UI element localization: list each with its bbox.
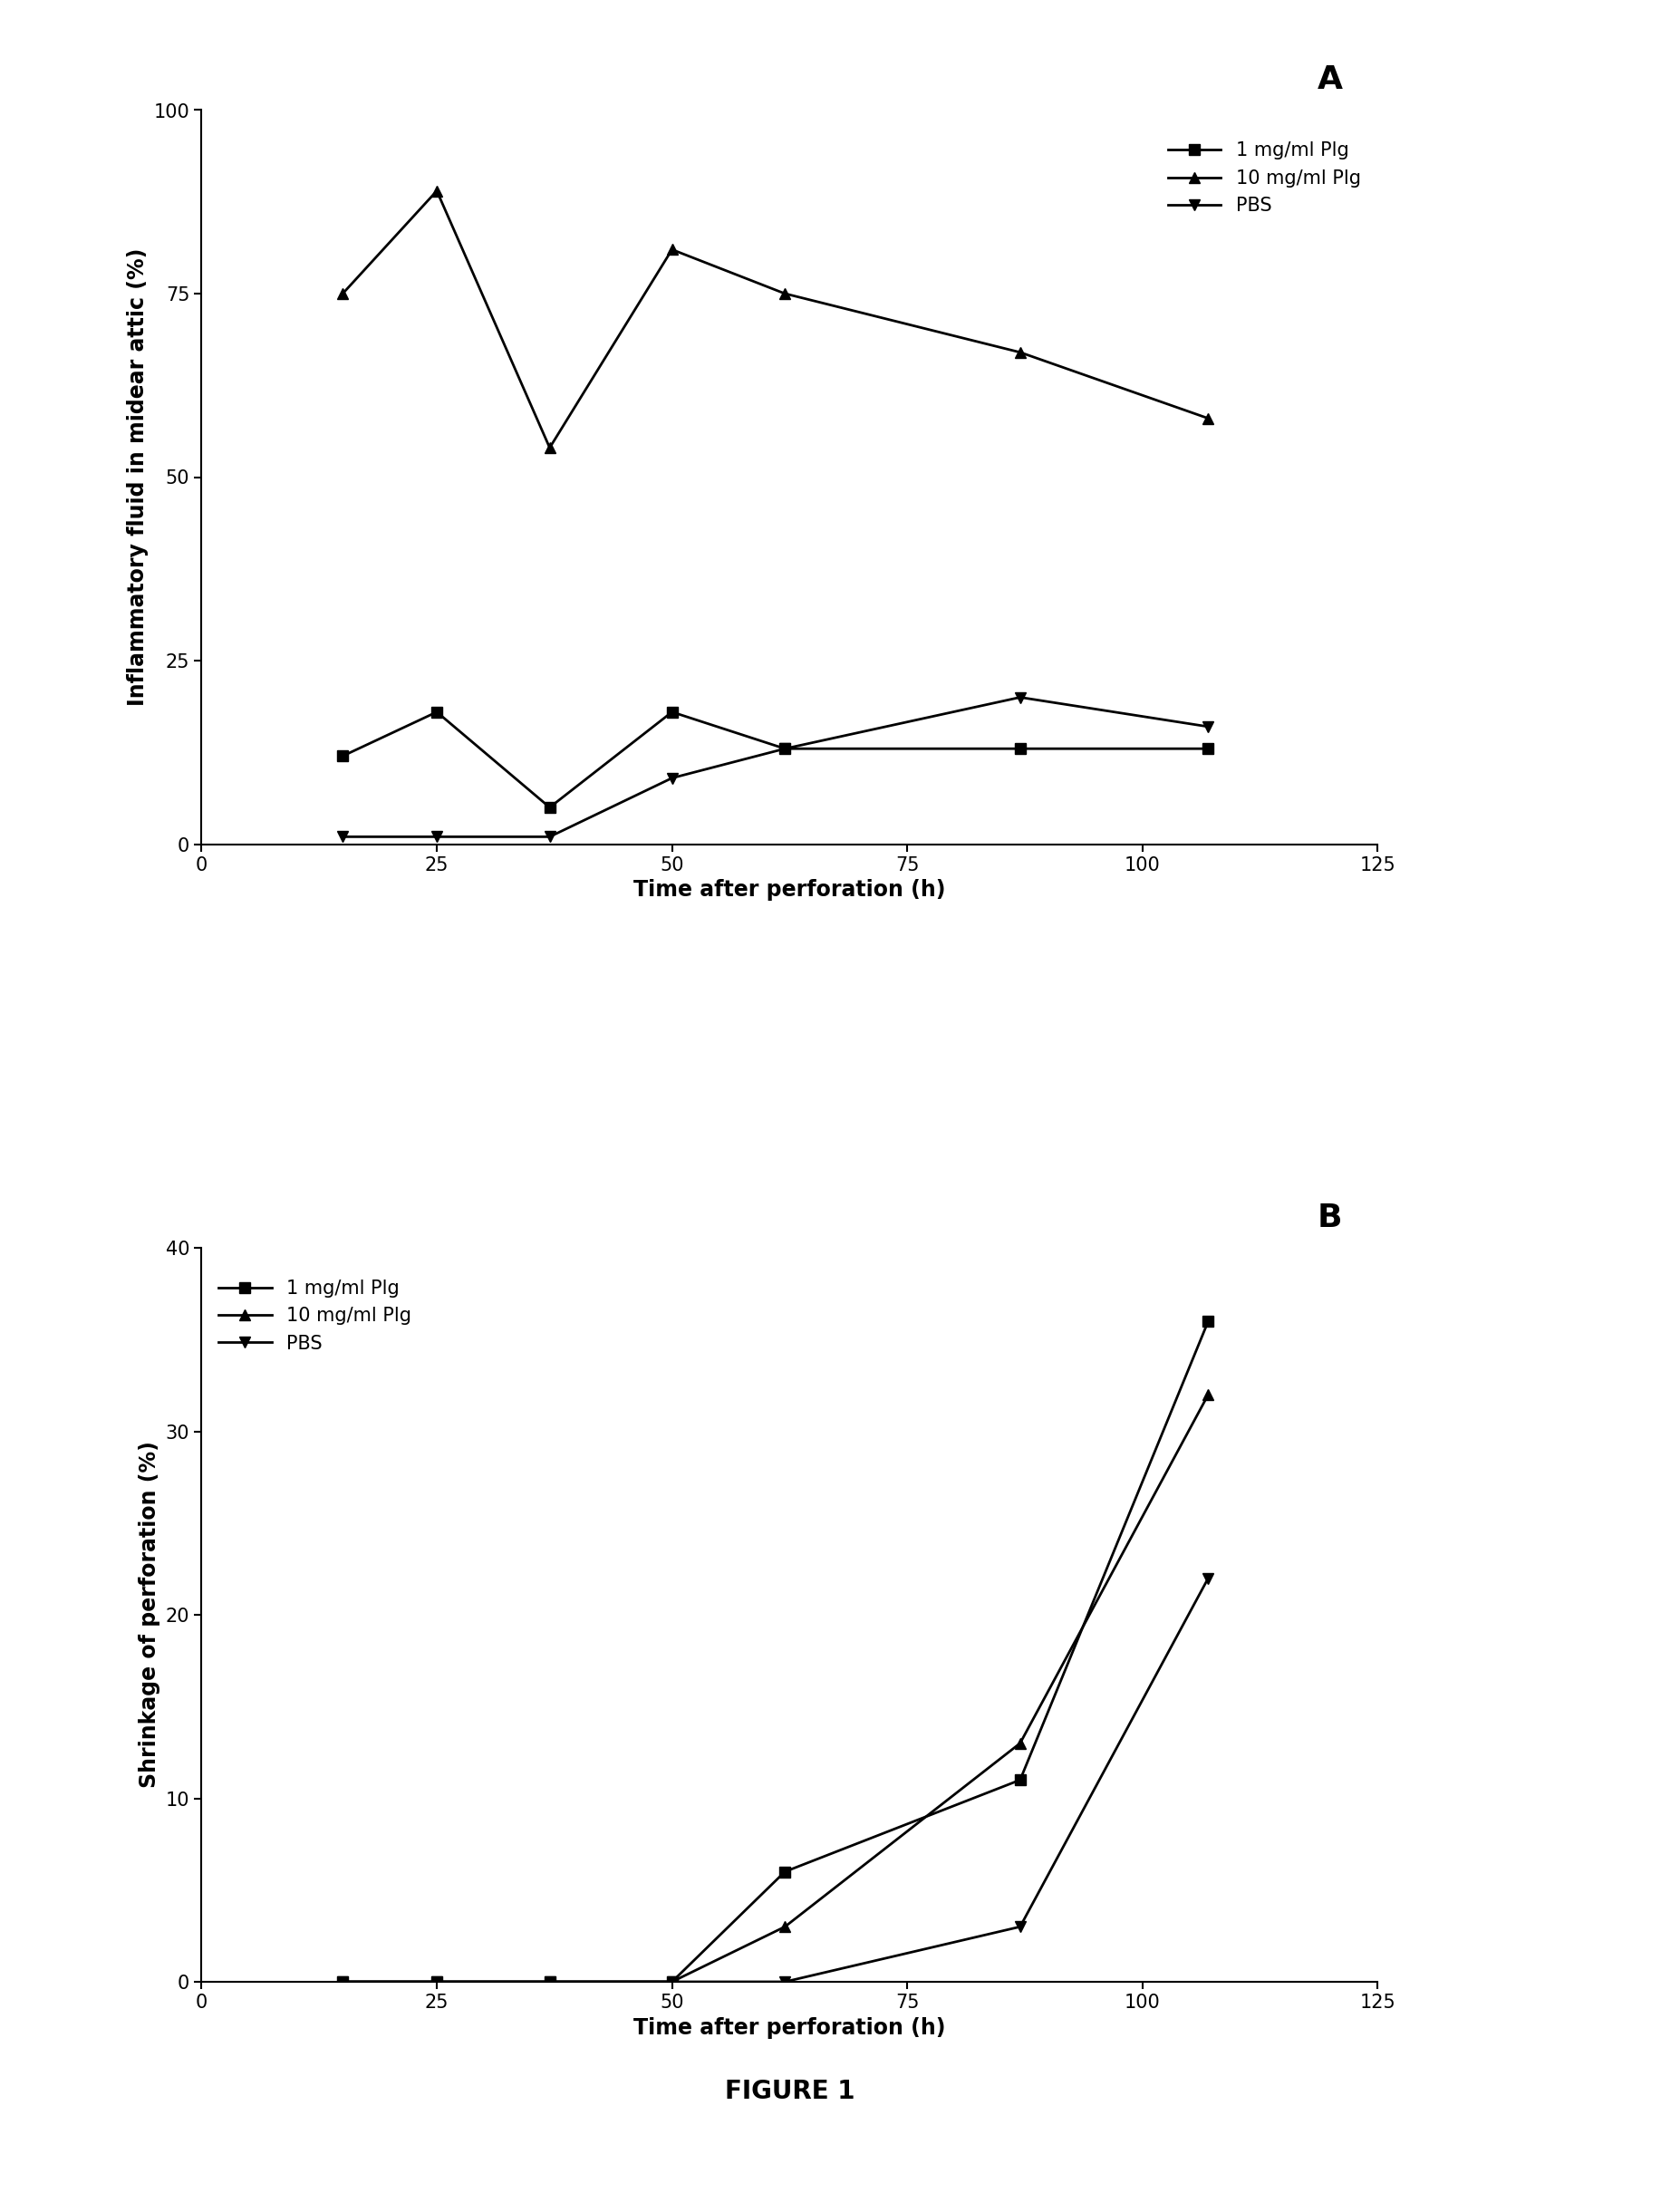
10 mg/ml Plg	[427, 1969, 447, 1995]
1 mg/ml Plg	[539, 795, 559, 821]
PBS	[539, 1969, 559, 1995]
10 mg/ml Plg	[333, 280, 353, 306]
PBS	[774, 1969, 795, 1995]
X-axis label: Time after perforation (h): Time after perforation (h)	[633, 2017, 946, 2039]
1 mg/ml Plg	[1198, 735, 1218, 762]
X-axis label: Time after perforation (h): Time after perforation (h)	[633, 879, 946, 901]
1 mg/ml Plg	[539, 1969, 559, 1995]
1 mg/ml Plg	[1010, 1766, 1030, 1792]
PBS	[1198, 713, 1218, 740]
1 mg/ml Plg	[662, 698, 682, 724]
1 mg/ml Plg	[662, 1969, 682, 1995]
Legend: 1 mg/ml Plg, 10 mg/ml Plg, PBS: 1 mg/ml Plg, 10 mg/ml Plg, PBS	[212, 1273, 418, 1361]
10 mg/ml Plg	[1198, 405, 1218, 432]
Line: PBS: PBS	[338, 691, 1215, 843]
Line: 10 mg/ml Plg: 10 mg/ml Plg	[338, 185, 1215, 454]
PBS	[333, 824, 353, 850]
10 mg/ml Plg	[662, 236, 682, 262]
1 mg/ml Plg	[774, 735, 795, 762]
PBS	[662, 1969, 682, 1995]
Line: 1 mg/ml Plg: 1 mg/ml Plg	[338, 707, 1215, 813]
1 mg/ml Plg	[333, 742, 353, 768]
10 mg/ml Plg	[662, 1969, 682, 1995]
Line: PBS: PBS	[338, 1572, 1215, 1988]
PBS	[1198, 1566, 1218, 1592]
Y-axis label: Inflammatory fluid in midear attic (%): Inflammatory fluid in midear attic (%)	[128, 249, 148, 707]
PBS	[333, 1969, 353, 1995]
Text: FIGURE 1: FIGURE 1	[724, 2079, 855, 2105]
PBS	[427, 824, 447, 850]
PBS	[539, 824, 559, 850]
10 mg/ml Plg	[1198, 1381, 1218, 1407]
Line: 10 mg/ml Plg: 10 mg/ml Plg	[338, 1389, 1215, 1988]
PBS	[427, 1969, 447, 1995]
1 mg/ml Plg	[333, 1969, 353, 1995]
PBS	[774, 735, 795, 762]
10 mg/ml Plg	[539, 1969, 559, 1995]
10 mg/ml Plg	[539, 434, 559, 460]
1 mg/ml Plg	[427, 698, 447, 724]
PBS	[662, 764, 682, 791]
Y-axis label: Shrinkage of perforation (%): Shrinkage of perforation (%)	[139, 1442, 161, 1788]
1 mg/ml Plg	[427, 1969, 447, 1995]
1 mg/ml Plg	[1198, 1308, 1218, 1334]
PBS	[1010, 1914, 1030, 1940]
PBS	[1010, 685, 1030, 711]
Legend: 1 mg/ml Plg, 10 mg/ml Plg, PBS: 1 mg/ml Plg, 10 mg/ml Plg, PBS	[1161, 134, 1368, 222]
Text: B: B	[1317, 1202, 1342, 1233]
1 mg/ml Plg	[774, 1858, 795, 1885]
10 mg/ml Plg	[1010, 1731, 1030, 1757]
10 mg/ml Plg	[774, 1914, 795, 1940]
Line: 1 mg/ml Plg: 1 mg/ml Plg	[338, 1315, 1215, 1988]
10 mg/ml Plg	[333, 1969, 353, 1995]
Text: A: A	[1317, 64, 1342, 95]
10 mg/ml Plg	[427, 178, 447, 205]
10 mg/ml Plg	[1010, 339, 1030, 366]
10 mg/ml Plg	[774, 280, 795, 306]
1 mg/ml Plg	[1010, 735, 1030, 762]
